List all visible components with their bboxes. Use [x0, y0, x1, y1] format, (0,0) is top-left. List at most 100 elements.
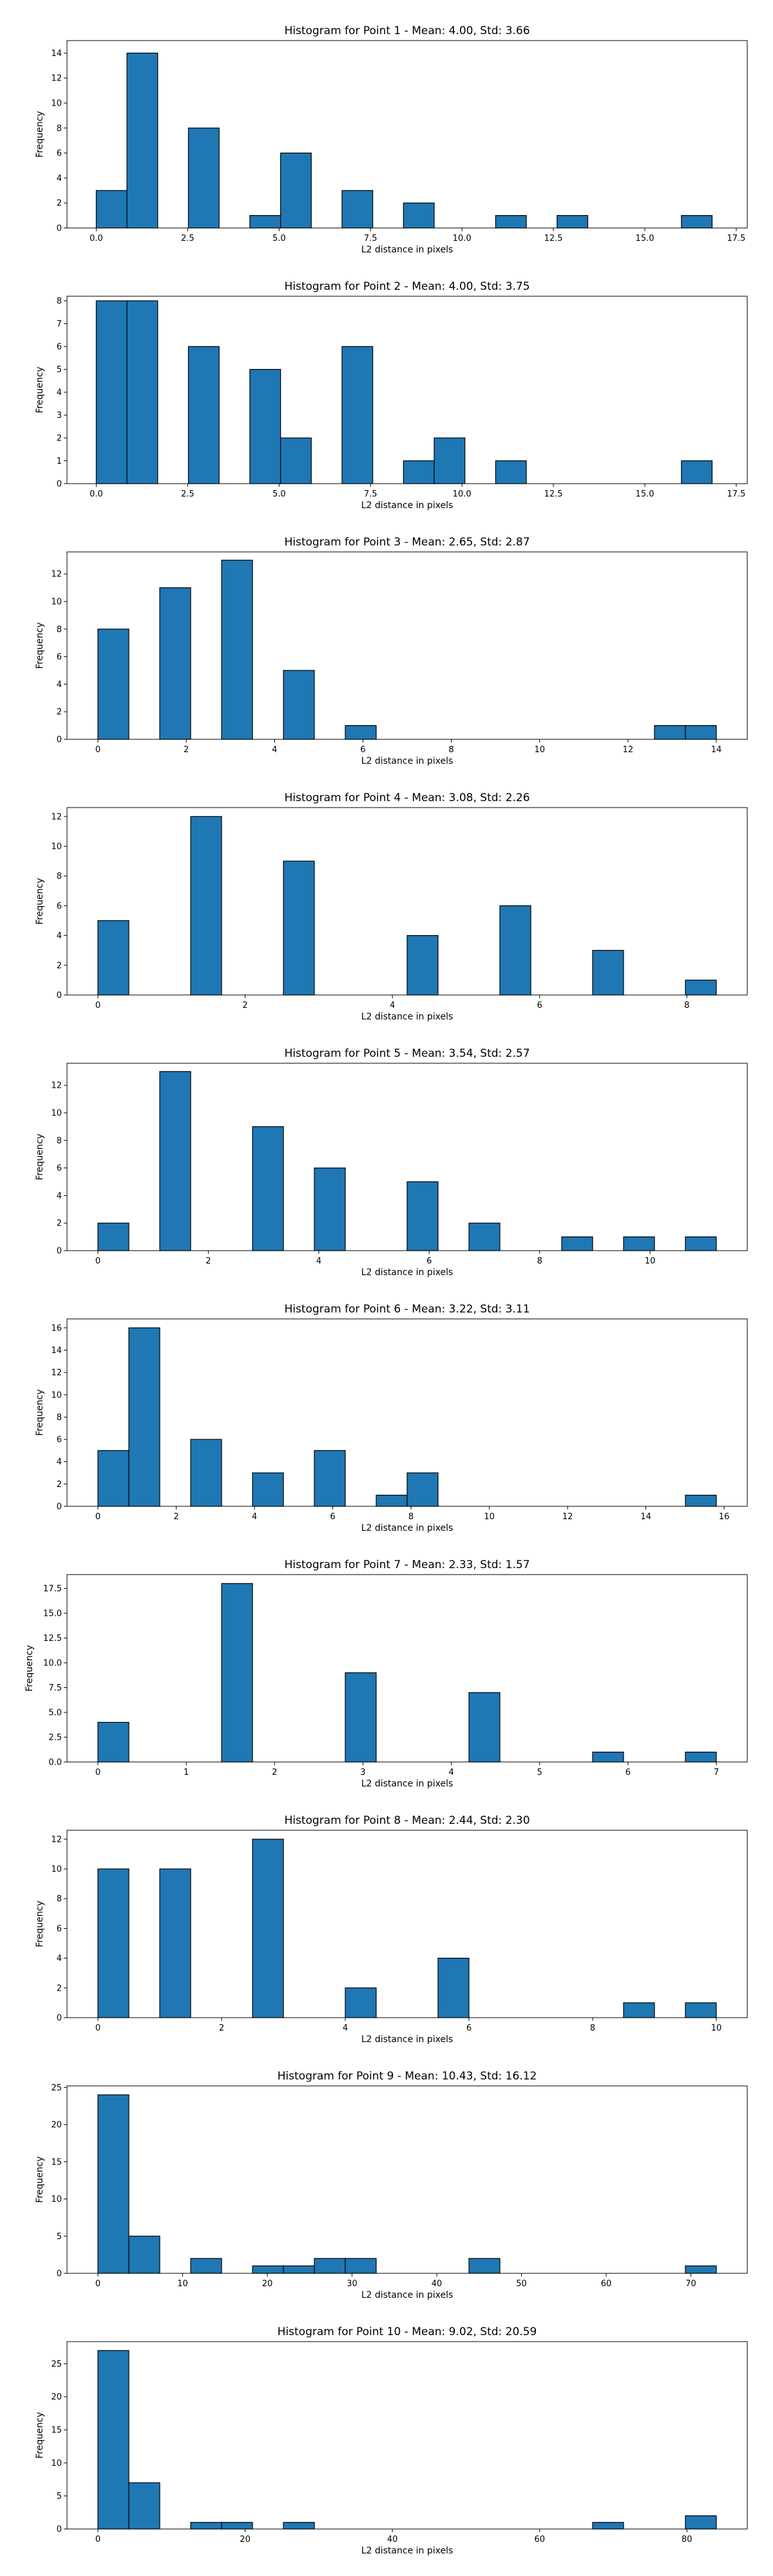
- histogram-bar: [190, 1439, 222, 1507]
- y-tick-label: 2: [57, 1984, 62, 1993]
- y-tick-label: 12: [51, 812, 62, 822]
- y-tick-label: 0: [57, 735, 62, 745]
- x-tick-label: 7.5: [364, 234, 377, 243]
- x-tick-label: 10: [645, 1256, 656, 1266]
- x-tick-label: 2: [184, 745, 189, 755]
- x-tick-label: 15.0: [636, 489, 654, 499]
- x-tick-label: 14: [640, 1512, 651, 1522]
- y-tick-label: 6: [57, 652, 62, 662]
- x-tick-label: 0.0: [90, 489, 103, 499]
- histogram-bar: [97, 1721, 129, 1763]
- x-tick-label: 70: [685, 2279, 696, 2289]
- x-tick-label: 14: [711, 745, 722, 755]
- histogram-bar: [406, 1472, 439, 1507]
- chart-1: Histogram for Point 1 - Mean: 4.00, Std:…: [35, 24, 748, 255]
- x-tick-label: 30: [347, 2279, 358, 2289]
- histogram-bar: [345, 725, 377, 740]
- histogram-bar: [654, 725, 686, 740]
- histogram-bar: [126, 300, 158, 484]
- y-tick-label: 0: [57, 2014, 62, 2023]
- histogram-bar: [685, 1495, 717, 1507]
- y-tick-label: 17.5: [43, 1584, 62, 1594]
- histogram-bar: [685, 1752, 717, 1763]
- y-tick-label: 4: [57, 388, 62, 398]
- y-tick-label: 4: [57, 680, 62, 690]
- x-tick-label: 10: [711, 2023, 722, 2033]
- x-tick-label: 17.5: [727, 489, 745, 499]
- axes-frame: [66, 807, 748, 996]
- histogram-bar: [495, 215, 527, 229]
- x-tick-label: 2: [272, 1768, 277, 1777]
- axes-frame: [66, 1063, 748, 1251]
- chart-title: Histogram for Point 8 - Mean: 2.44, Std:…: [284, 1814, 530, 1827]
- histogram-bar: [314, 2258, 346, 2274]
- y-tick-label: 0: [57, 991, 62, 1001]
- x-tick-label: 60: [601, 2279, 612, 2289]
- histogram-bar: [341, 190, 374, 229]
- axes-frame: [66, 1830, 748, 2018]
- histogram-bar: [283, 670, 315, 740]
- histogram-bar: [437, 1958, 470, 2018]
- x-axis-label: L2 distance in pixels: [361, 2546, 453, 2556]
- histogram-bar: [97, 1222, 129, 1251]
- y-axis-label: Frequency: [35, 1900, 45, 1947]
- x-tick-label: 40: [432, 2279, 443, 2289]
- x-tick-label: 0: [95, 1256, 100, 1266]
- y-tick-label: 6: [57, 343, 62, 352]
- y-tick-label: 6: [57, 902, 62, 911]
- histogram-bar: [252, 1126, 284, 1251]
- y-tick-label: 0: [57, 1247, 62, 1256]
- chart-title: Histogram for Point 2 - Mean: 4.00, Std:…: [284, 280, 530, 293]
- histogram-bar: [249, 215, 282, 229]
- x-tick-label: 0: [95, 2023, 100, 2033]
- y-tick-label: 25: [51, 2360, 62, 2369]
- x-tick-label: 4: [343, 2023, 348, 2033]
- histogram-bar: [345, 1672, 377, 1763]
- histogram-bar: [592, 2522, 624, 2530]
- x-tick-label: 10.0: [453, 489, 472, 499]
- chart-title: Histogram for Point 1 - Mean: 4.00, Std:…: [284, 24, 530, 37]
- histogram-bar: [685, 725, 717, 740]
- x-tick-label: 2: [205, 1256, 211, 1266]
- y-tick-label: 6: [57, 1924, 62, 1934]
- x-tick-label: 2.5: [181, 489, 195, 499]
- histogram-bar: [557, 215, 589, 229]
- chart-4: Histogram for Point 4 - Mean: 3.08, Std:…: [35, 791, 748, 1022]
- histogram-bar: [128, 1327, 160, 1507]
- histogram-bar: [592, 950, 624, 996]
- y-tick-label: 12: [51, 74, 62, 84]
- y-tick-label: 15.0: [43, 1609, 62, 1619]
- y-tick-label: 14: [51, 49, 62, 59]
- y-tick-label: 20: [51, 2121, 62, 2130]
- axes-frame: [66, 1318, 748, 1507]
- y-axis-label: Frequency: [35, 2156, 45, 2202]
- x-tick-label: 10: [534, 745, 545, 755]
- y-tick-label: 0: [57, 1502, 62, 1512]
- x-tick-label: 10: [484, 1512, 495, 1522]
- y-tick-label: 0.0: [48, 1758, 62, 1768]
- y-tick-label: 12: [51, 1081, 62, 1091]
- y-tick-label: 0: [57, 480, 62, 489]
- x-tick-label: 0: [95, 2279, 100, 2289]
- y-tick-label: 0: [57, 2269, 62, 2279]
- y-tick-label: 7.5: [48, 1683, 62, 1693]
- y-tick-label: 8: [57, 872, 62, 882]
- x-tick-label: 5.0: [272, 234, 286, 243]
- y-tick-label: 0: [57, 2525, 62, 2535]
- y-tick-label: 0: [57, 224, 62, 234]
- histogram-bar: [97, 629, 129, 740]
- histogram-bar: [249, 368, 282, 484]
- x-tick-label: 8: [684, 1001, 689, 1010]
- chart-2: Histogram for Point 2 - Mean: 4.00, Std:…: [35, 280, 748, 511]
- x-axis-label: L2 distance in pixels: [361, 2290, 453, 2300]
- histogram-bar: [341, 346, 374, 484]
- axes-frame: [66, 551, 748, 740]
- histogram-bar: [592, 1752, 624, 1763]
- x-tick-label: 0: [95, 1512, 100, 1522]
- y-axis-label: Frequency: [35, 622, 45, 668]
- x-tick-label: 80: [682, 2535, 692, 2544]
- x-tick-label: 1: [184, 1768, 189, 1777]
- histogram-bar: [252, 1839, 284, 2018]
- y-tick-label: 2: [57, 434, 62, 444]
